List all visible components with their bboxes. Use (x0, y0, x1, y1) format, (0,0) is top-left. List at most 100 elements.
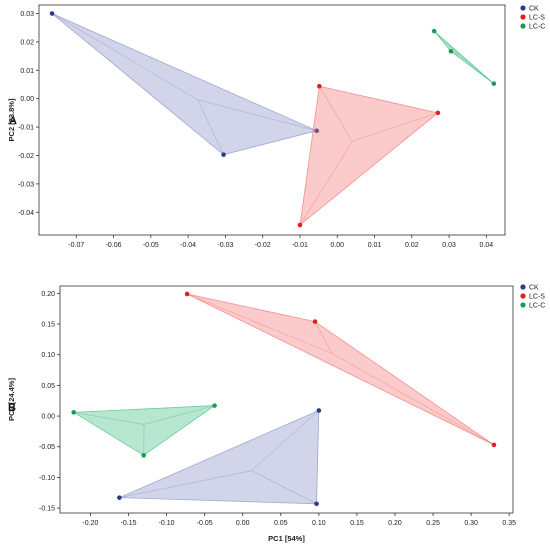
hull-edge (119, 470, 252, 498)
legend-label: LC-S (529, 294, 545, 301)
hull-edge (197, 99, 317, 132)
point-lc-s (312, 319, 318, 324)
hull-edge (459, 55, 495, 84)
panel-a: -0.07 -0.06 -0.05 -0.04 -0.03 -0.02 -0.01 0.00 0… (7, 4, 545, 249)
point-lc-c (71, 410, 77, 415)
point-ck (314, 501, 319, 507)
x-tick-label: 0.03 (442, 242, 456, 249)
y-tick-label: 0.20 (41, 291, 55, 298)
x-tick-label: 0.10 (312, 520, 326, 527)
legend-marker (520, 302, 526, 308)
legend-marker (520, 293, 526, 299)
y-tick-label: 0.05 (41, 383, 55, 390)
plot-frame (59, 285, 514, 514)
point-lc-c (431, 28, 437, 34)
legend-label: CK (529, 285, 539, 292)
x-tick-label: 0.02 (405, 242, 419, 249)
legend-label: LC-C (529, 303, 545, 310)
point-ck (314, 128, 320, 134)
legend-label: CK (529, 6, 539, 13)
y-axis-label: PC2 [24.4%] (7, 378, 16, 421)
x-tick-label: 0.01 (368, 242, 382, 249)
hull-ck (51, 13, 318, 156)
legend-marker (520, 5, 526, 11)
y-tick-label: 0.03 (20, 11, 34, 18)
point-lc-s (435, 110, 441, 116)
point-ck (117, 495, 122, 500)
point-ck (49, 11, 55, 16)
legend: CK LC-S LC-C (520, 284, 545, 310)
hull-lc-s (186, 293, 495, 446)
hull-edge (352, 112, 438, 142)
panel-label: B (8, 402, 16, 414)
plot-frame (38, 4, 506, 236)
x-tick-label: 0.35 (502, 520, 516, 527)
y-tick-label: -0.15 (39, 506, 55, 513)
legend-marker (520, 23, 526, 29)
hull-edge (197, 99, 224, 155)
point-lc-s (184, 291, 190, 297)
y-tick-label: 0.00 (41, 414, 55, 421)
x-tick-label: 0.30 (464, 520, 478, 527)
point-lc-s (317, 83, 322, 89)
point-ck (316, 408, 322, 413)
point-lc-c (448, 48, 454, 54)
hull-edge (143, 405, 215, 425)
x-tick-label: -0.05 (197, 520, 213, 527)
x-tick-label: -0.10 (159, 520, 175, 527)
y-tick-label: 0.01 (20, 68, 34, 75)
y-tick-label: -0.02 (18, 153, 34, 160)
x-tick-label: -0.04 (180, 242, 196, 249)
point-lc-c (141, 453, 147, 458)
hull-lc-c (433, 30, 495, 84)
legend-marker (520, 284, 526, 290)
legend-label: LC-S (529, 15, 545, 22)
hull-edge (331, 353, 495, 446)
y-tick-label: -0.05 (39, 444, 55, 451)
hull-edge (187, 293, 333, 354)
x-tick-label: -0.20 (82, 520, 98, 527)
x-tick-label: 0.00 (330, 242, 344, 249)
y-tick-label: -0.03 (18, 181, 34, 188)
x-tick-label: -0.15 (121, 520, 137, 527)
y-tick-label: 0.10 (41, 352, 55, 359)
y-tick-label: 0.00 (20, 96, 34, 103)
hull-edge (299, 141, 353, 226)
hull-edge (251, 470, 317, 505)
y-axis-label: PC2 [23.8%] (7, 98, 16, 141)
panel-label: A (9, 115, 17, 127)
x-tick-label: -0.07 (68, 242, 84, 249)
legend: CK LC-S LC-C (520, 5, 545, 31)
panel-b: -0.20 -0.15 -0.10 -0.05 0.00 0.05 0.10 0.15 0.20… (7, 284, 545, 543)
hull-edge (251, 410, 320, 471)
x-tick-label: 0.15 (350, 520, 364, 527)
x-tick-label: 0.00 (236, 520, 250, 527)
hull-edge (433, 30, 460, 56)
x-tick-label: -0.06 (106, 242, 122, 249)
y-tick-label: -0.10 (39, 475, 55, 482)
point-ck (221, 152, 226, 157)
y-tick-label: -0.04 (18, 210, 34, 217)
x-axis-label: PC1 [54%] (268, 534, 305, 543)
hull-edge (51, 13, 198, 100)
x-tick-label: 0.20 (388, 520, 402, 527)
x-tick-label: -0.02 (255, 242, 271, 249)
legend-marker (520, 14, 526, 20)
point-lc-s (491, 442, 497, 448)
hull-lc-s (299, 85, 439, 227)
x-tick-label: 0.04 (480, 242, 494, 249)
hull-edge (314, 321, 333, 354)
legend-label: LC-C (529, 24, 545, 31)
point-lc-c (491, 81, 497, 86)
hull-edge (319, 86, 353, 142)
x-tick-label: 0.25 (426, 520, 440, 527)
hull-edge (73, 412, 145, 425)
x-tick-label: -0.03 (217, 242, 233, 249)
point-lc-s (297, 222, 303, 228)
hull-ck (119, 409, 320, 505)
point-lc-c (212, 403, 217, 408)
y-tick-label: 0.15 (41, 322, 55, 329)
x-tick-label: -0.01 (292, 242, 308, 249)
y-tick-label: -0.01 (18, 125, 34, 132)
